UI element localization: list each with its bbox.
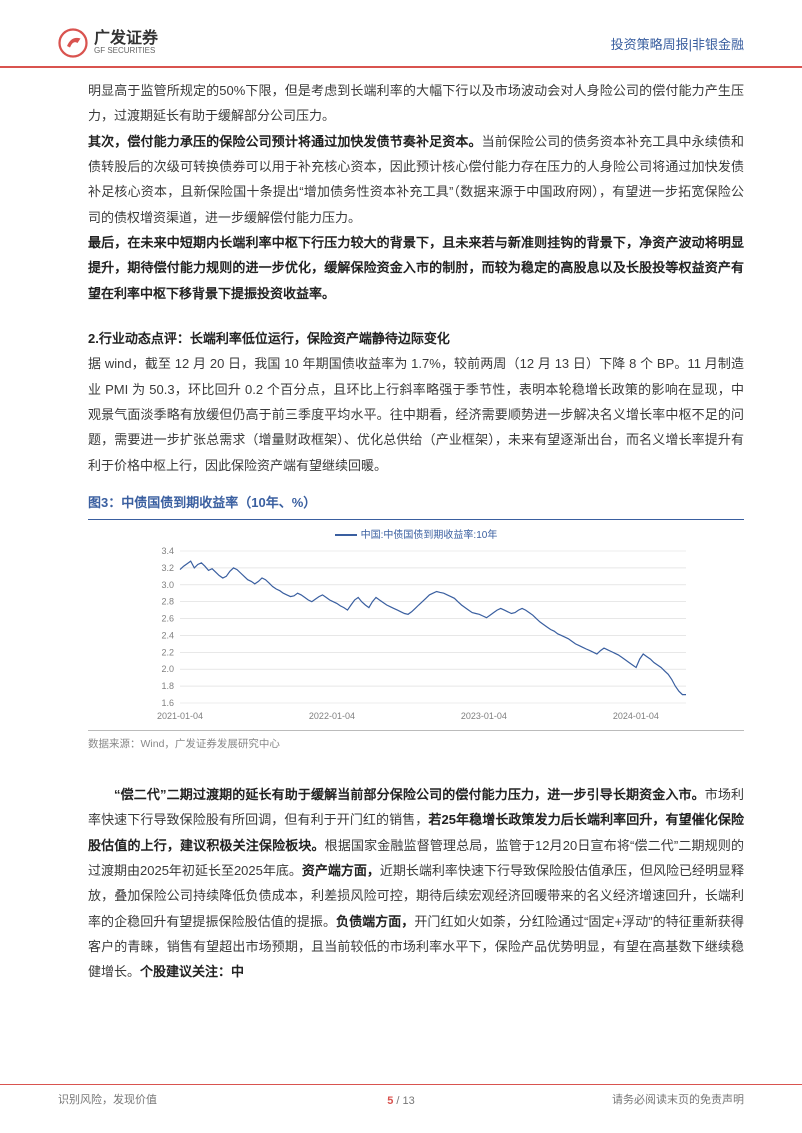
page-total: 13 [402,1095,414,1107]
page-content: 明显高于监管所规定的50%下限，但是考虑到长端利率的大幅下行以及市场波动会对人身… [0,68,802,985]
svg-text:2021-01-04: 2021-01-04 [157,711,203,721]
p4-text: 据 wind，截至 12 月 20 日，我国 10 年期国债收益率为 1.7%，… [88,351,744,478]
logo-icon [58,28,88,58]
chart-legend: 中国:中债国债到期收益率:10年 [88,526,744,546]
svg-text:2.8: 2.8 [161,597,174,607]
svg-text:1.6: 1.6 [161,698,174,708]
svg-text:3.0: 3.0 [161,580,174,590]
p2-bold: 其次，偿付能力承压的保险公司预计将通过加快发债节奏补足资本。 [88,134,482,149]
page-current: 5 [387,1095,393,1107]
logo-text: 广发证券 GF SECURITIES [94,31,158,55]
svg-text:2.4: 2.4 [161,630,174,640]
svg-text:3.2: 3.2 [161,563,174,573]
svg-text:2023-01-04: 2023-01-04 [461,711,507,721]
svg-text:3.4: 3.4 [161,546,174,556]
p3-text: 最后，在未来中短期内长端利率中枢下行压力较大的背景下，且未来若与新准则挂钩的背景… [88,230,744,306]
figure-3-chart: 中国:中债国债到期收益率:10年 1.6 1.8 2.0 2.2 2.4 2.6 2.8 3.… [88,520,744,730]
p5a-bold: “偿二代”二期过渡期的延长有助于缓解当前部分保险公司的偿付能力压力，进一步引导长… [114,787,705,802]
paragraph-5: “偿二代”二期过渡期的延长有助于缓解当前部分保险公司的偿付能力压力，进一步引导长… [88,782,744,985]
p5e-bold: 个股建议关注：中 [140,964,244,979]
figure-3-source: 数据来源：Wind，广发证券发展研究中心 [88,730,744,754]
figure-3-title: 图3：中债国债到期收益率（10年、%） [88,486,744,519]
paragraph-3: 最后，在未来中短期内长端利率中枢下行压力较大的背景下，且未来若与新准则挂钩的背景… [88,230,744,306]
p5c-bold: 资产端方面， [302,863,380,878]
legend-label: 中国:中债国债到期收益率:10年 [361,530,498,541]
logo-cn: 广发证券 [94,31,158,47]
logo: 广发证券 GF SECURITIES [58,28,158,58]
page-sep: / [396,1095,399,1107]
svg-text:2024-01-04: 2024-01-04 [613,711,659,721]
header-category: 投资策略周报|非银金融 [611,34,744,53]
paragraph-2: 其次，偿付能力承压的保险公司预计将通过加快发债节奏补足资本。当前保险公司的债务资… [88,129,744,230]
svg-text:2022-01-04: 2022-01-04 [309,711,355,721]
paragraph-1: 明显高于监管所规定的50%下限，但是考虑到长端利率的大幅下行以及市场波动会对人身… [88,78,744,129]
paragraph-4: 据 wind，截至 12 月 20 日，我国 10 年期国债收益率为 1.7%，… [88,351,744,478]
svg-text:2.2: 2.2 [161,647,174,657]
page-number: 5 / 13 [0,1089,802,1107]
page-header: 广发证券 GF SECURITIES 投资策略周报|非银金融 [0,0,802,68]
legend-line-icon [335,534,357,536]
section-2-title: 2.行业动态点评：长端利率低位运行，保险资产端静待边际变化 [88,326,744,351]
p1-text: 明显高于监管所规定的50%下限，但是考虑到长端利率的大幅下行以及市场波动会对人身… [88,78,744,129]
line-chart-svg: 1.6 1.8 2.0 2.2 2.4 2.6 2.8 3.0 3.2 3.4 2021-01-04… [88,545,744,725]
logo-en: GF SECURITIES [94,47,158,55]
svg-text:2.6: 2.6 [161,614,174,624]
svg-text:1.8: 1.8 [161,681,174,691]
p5d-bold: 负债端方面， [336,914,414,929]
svg-text:2.0: 2.0 [161,664,174,674]
